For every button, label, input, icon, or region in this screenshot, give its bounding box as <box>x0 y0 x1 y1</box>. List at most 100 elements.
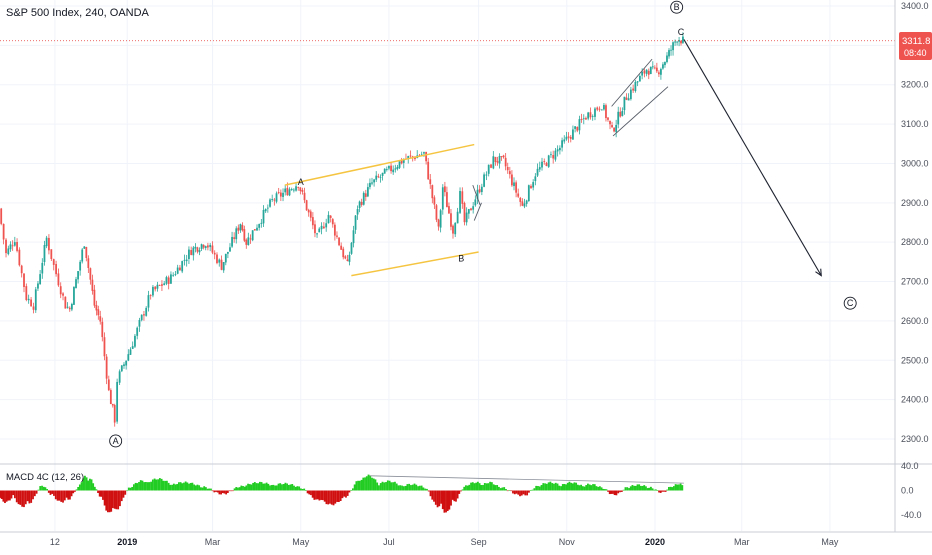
candle-body <box>456 211 459 224</box>
price-tick-label: 3100.0 <box>901 119 929 129</box>
candle-body <box>670 49 672 51</box>
candle-body <box>377 176 380 178</box>
candle-body <box>224 253 227 263</box>
macd-bar <box>420 485 423 491</box>
macd-bar <box>75 489 78 491</box>
candle-body <box>97 309 100 316</box>
candle-body <box>496 161 499 163</box>
macd-bar <box>480 485 483 491</box>
candle-body <box>170 274 172 284</box>
macd-bar <box>388 480 391 491</box>
macd-bar <box>117 490 120 510</box>
macd-bar <box>489 481 491 491</box>
macd-bar <box>26 490 29 502</box>
macd-tick-label: -40.0 <box>901 510 922 520</box>
macd-bar <box>67 490 70 500</box>
ending-channel-lower-line <box>612 86 669 137</box>
candle-body <box>352 230 355 244</box>
candle-body <box>299 187 302 192</box>
macd-bar <box>337 490 340 503</box>
candle-body <box>666 55 668 63</box>
candle-body <box>282 192 284 198</box>
macd-bar <box>608 490 611 495</box>
macd-bar <box>208 488 211 491</box>
macd-bar <box>308 490 311 495</box>
macd-bar <box>49 490 52 495</box>
candle-body <box>264 209 267 212</box>
macd-bar <box>460 490 462 492</box>
macd-bar <box>92 483 95 491</box>
candle-body <box>39 274 42 285</box>
macd-bar <box>228 490 231 492</box>
candle-body <box>600 109 603 111</box>
candle-body <box>450 213 452 227</box>
time-tick-label: May <box>292 537 310 547</box>
candle-body <box>653 67 656 69</box>
macd-bar <box>63 490 66 501</box>
macd-bar <box>220 490 222 495</box>
macd-bar <box>626 487 629 491</box>
macd-bar <box>410 485 412 491</box>
macd-bar <box>291 483 294 491</box>
time-tick-label: Mar <box>205 537 221 547</box>
candle-body <box>0 208 3 224</box>
macd-bar <box>277 483 280 491</box>
macd-bar <box>58 490 61 501</box>
candle-body <box>452 225 454 234</box>
candle-body <box>672 42 674 51</box>
candle-body <box>433 197 436 205</box>
candle-body <box>521 201 524 206</box>
candle-body <box>11 245 14 247</box>
macd-bar <box>127 487 130 491</box>
candle-body <box>619 111 622 117</box>
macd-bar <box>221 490 224 494</box>
macd-bar <box>376 482 379 491</box>
macd-bar <box>183 482 185 491</box>
candlestick-series <box>0 32 684 427</box>
time-tick-label: 2020 <box>645 537 665 547</box>
macd-bar <box>157 479 160 491</box>
price-tick-label: 3400.0 <box>901 1 929 11</box>
candle-body <box>297 187 300 188</box>
macd-bar <box>357 480 359 491</box>
candle-body <box>603 105 605 110</box>
macd-bar <box>264 483 266 491</box>
macd-bar <box>320 490 322 500</box>
candle-body <box>388 165 390 169</box>
candle-body <box>55 264 58 275</box>
macd-bar <box>520 490 523 496</box>
candle-body <box>678 40 680 42</box>
macd-bar <box>458 490 461 494</box>
macd-bar <box>540 485 543 491</box>
macd-bar <box>341 490 344 499</box>
candle-body <box>309 211 312 218</box>
macd-bar <box>181 483 184 491</box>
candle-body <box>251 230 254 241</box>
macd-bar <box>378 485 380 491</box>
candle-body <box>154 286 157 290</box>
macd-bar <box>315 490 317 500</box>
macd-bar <box>367 474 370 491</box>
candle-body <box>125 360 128 366</box>
macd-bar <box>164 480 167 491</box>
candle-body <box>360 201 363 205</box>
macd-bar <box>450 490 452 506</box>
candle-body <box>266 207 269 209</box>
macd-bar <box>348 490 351 493</box>
candle-body <box>2 223 5 240</box>
candle-body <box>492 156 495 169</box>
macd-bar <box>148 482 151 491</box>
last-price-value: 3311.8 <box>902 36 930 47</box>
macd-bar <box>80 482 83 491</box>
macd-bar <box>119 490 121 507</box>
candle-body <box>362 192 365 205</box>
macd-bar <box>201 487 204 491</box>
candle-body <box>5 239 7 254</box>
macd-bar <box>323 490 326 502</box>
price-tick-label: 2900.0 <box>901 198 929 208</box>
macd-bar <box>255 483 258 491</box>
macd-bar <box>133 484 135 491</box>
macd-bar <box>426 488 428 491</box>
